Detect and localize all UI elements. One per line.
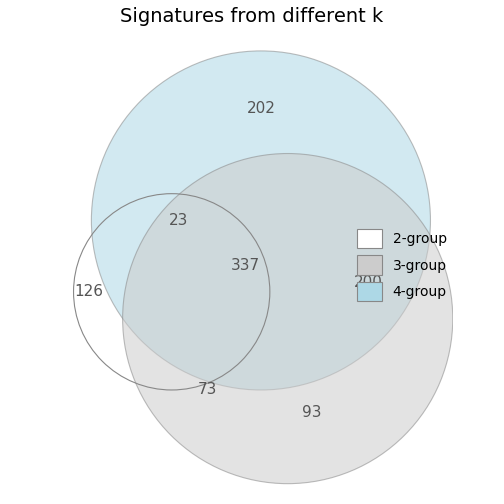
Text: 23: 23 — [169, 213, 188, 228]
Circle shape — [122, 154, 453, 484]
Legend: 2-group, 3-group, 4-group: 2-group, 3-group, 4-group — [350, 222, 454, 308]
Text: 337: 337 — [231, 258, 260, 273]
Circle shape — [91, 51, 430, 390]
Text: 93: 93 — [302, 405, 322, 420]
Title: Signatures from different k: Signatures from different k — [120, 7, 384, 26]
Text: 200: 200 — [354, 275, 383, 290]
Text: 73: 73 — [198, 383, 217, 398]
Text: 126: 126 — [75, 284, 104, 299]
Text: 202: 202 — [246, 101, 275, 116]
